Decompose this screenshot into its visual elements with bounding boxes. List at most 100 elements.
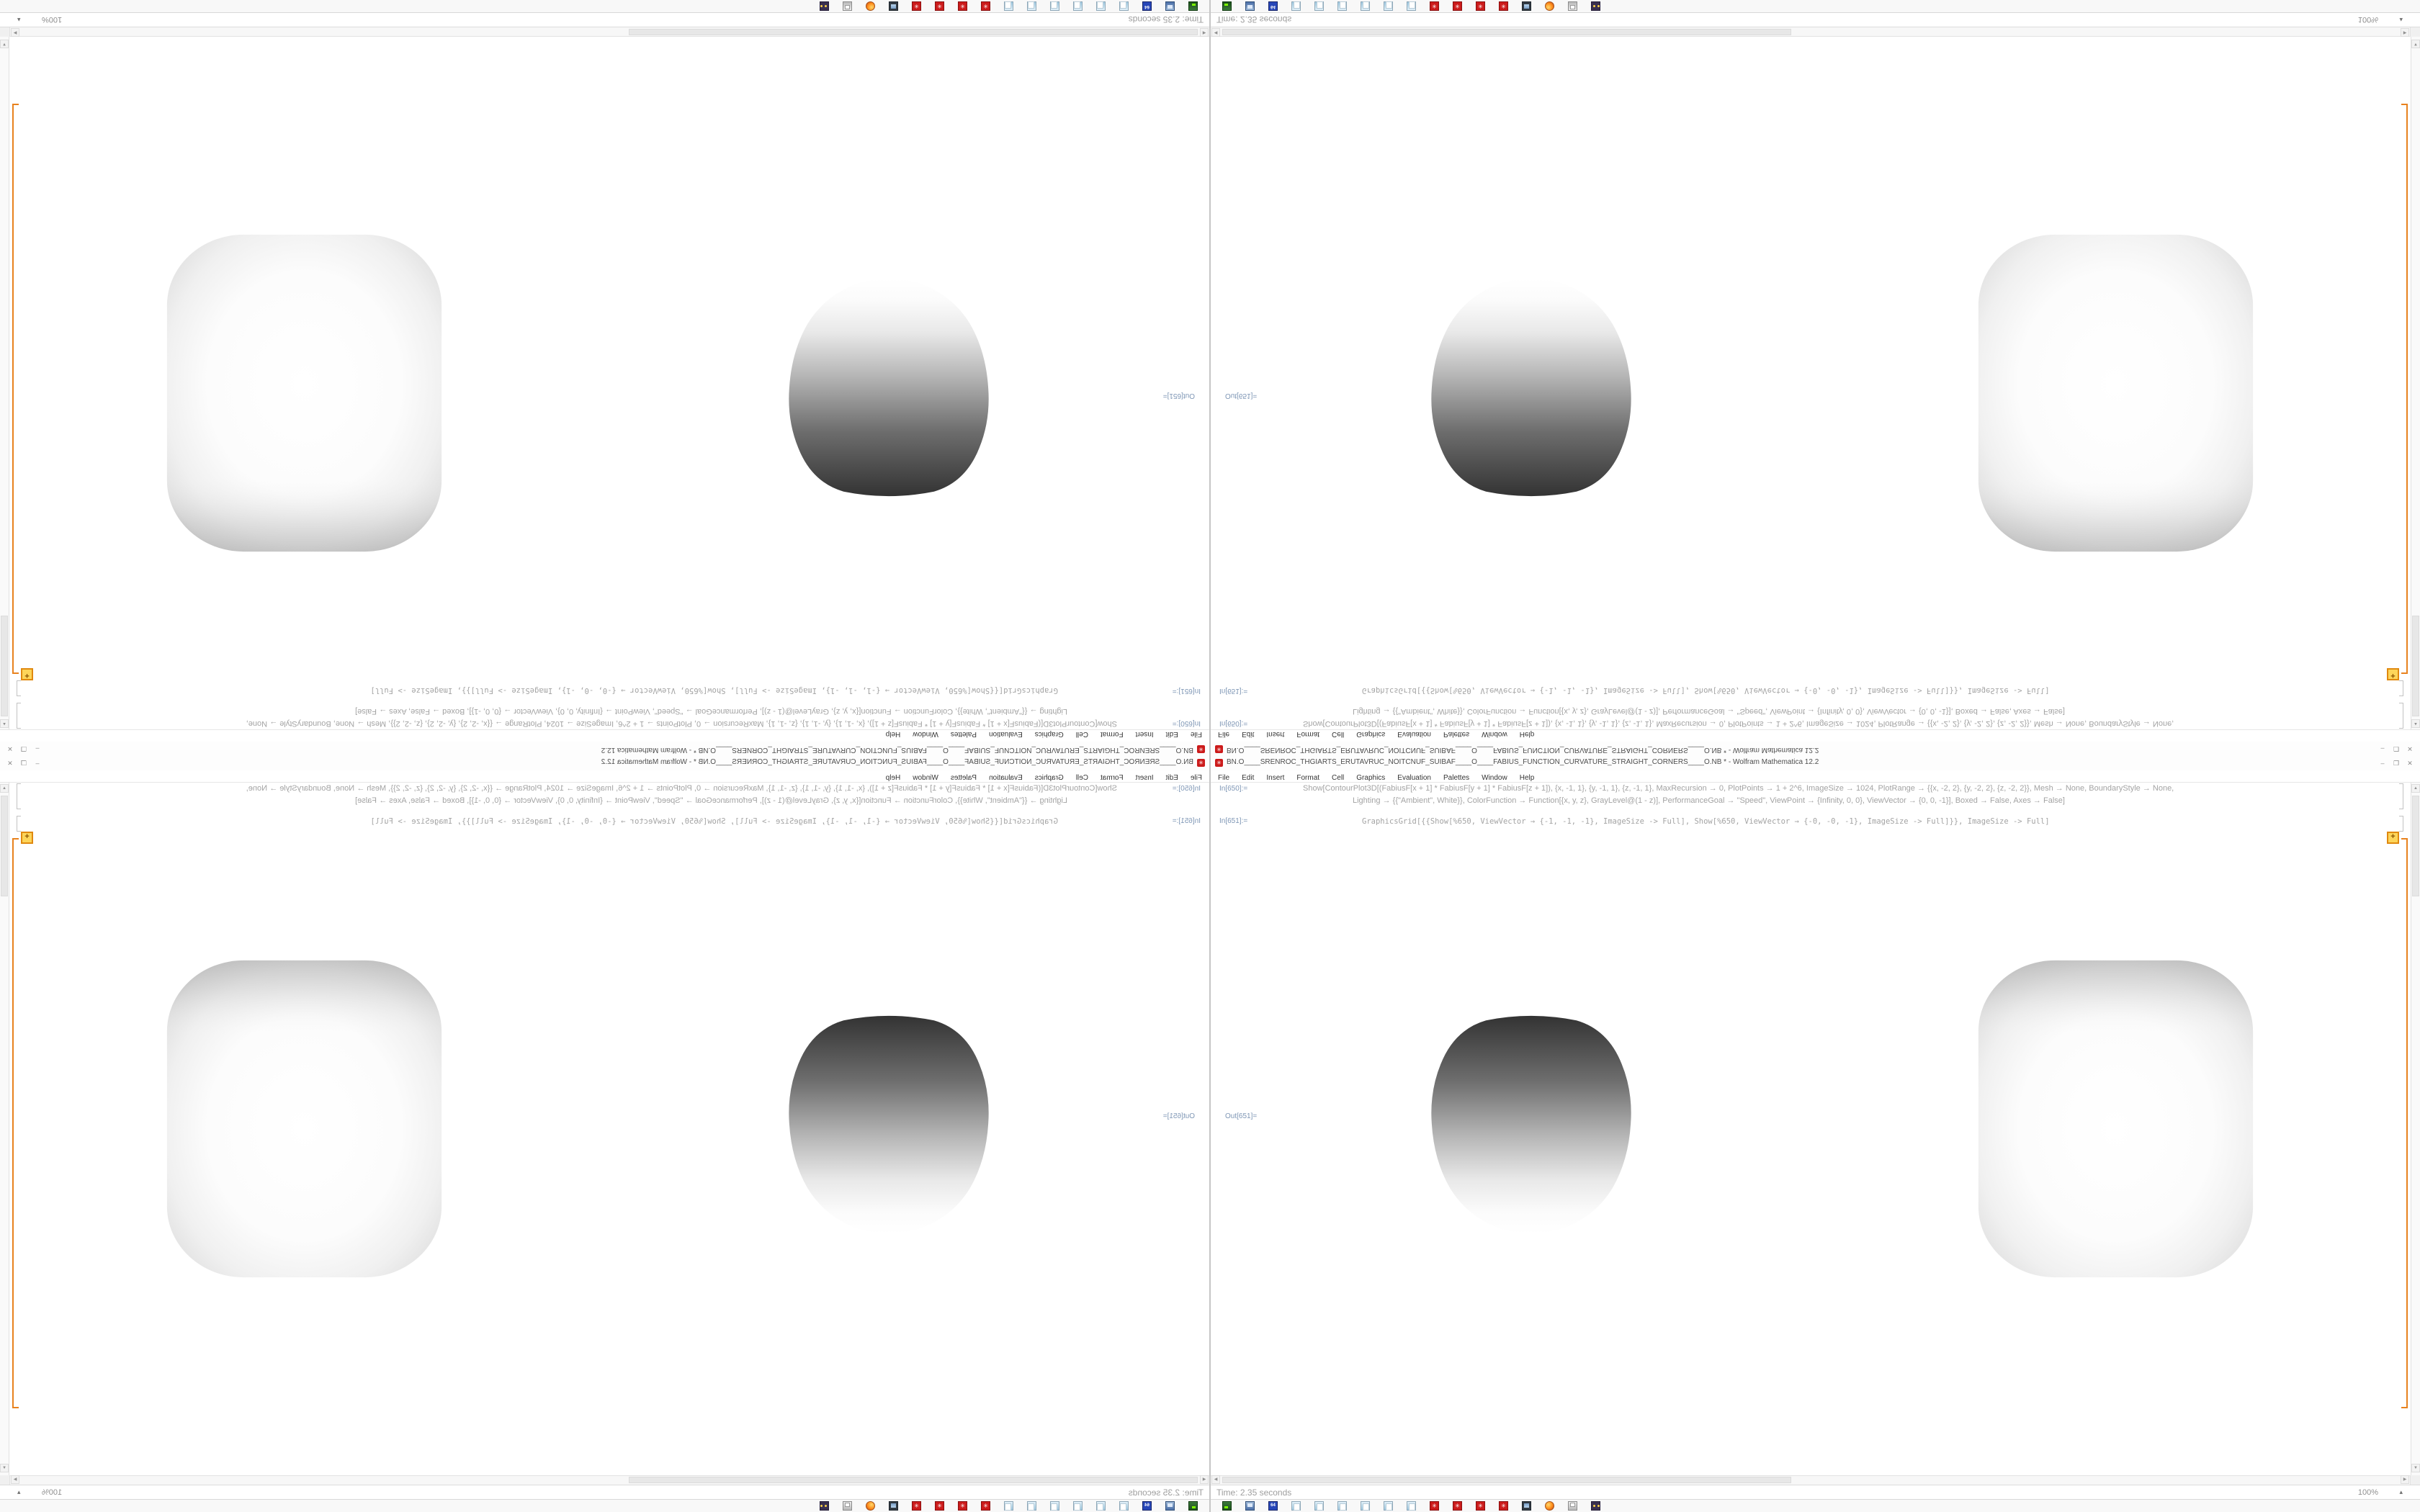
contour-plot-hexagon-blob[interactable] xyxy=(1418,271,1644,508)
input-cell-650-line2[interactable]: Lighting → {{"Ambient", White}}, ColorFu… xyxy=(355,707,1067,716)
cell-bracket-output-orange[interactable] xyxy=(2401,104,2408,674)
notepad-icon[interactable] xyxy=(1004,1,1013,11)
scroll-right-icon[interactable]: ▶ xyxy=(2401,1475,2409,1484)
menu-file[interactable]: File xyxy=(1190,730,1202,738)
owl-icon[interactable] xyxy=(1591,1,1600,11)
input-cell-651-code[interactable]: GraphicsGrid[{{Show[%650, ViewVector → {… xyxy=(370,817,1058,826)
magnification-popup-icon[interactable]: ▴ xyxy=(2399,1488,2403,1495)
menu-palettes[interactable]: Palettes xyxy=(1443,730,1470,738)
magnification-popup-icon[interactable]: ▴ xyxy=(17,17,21,24)
magnification-popup-icon[interactable]: ▴ xyxy=(17,1488,21,1495)
computer-icon[interactable] xyxy=(1165,1501,1175,1511)
insert-cell-plus-icon[interactable]: + xyxy=(2387,668,2399,680)
contour-plot-rounded-square[interactable] xyxy=(163,232,446,554)
firefox-icon[interactable] xyxy=(866,1,875,11)
restore-button[interactable]: ❐ xyxy=(20,745,27,752)
cell-bracket-in651[interactable] xyxy=(2399,816,2403,832)
cell-bracket-in650[interactable] xyxy=(2399,783,2403,809)
menu-edit[interactable]: Edit xyxy=(1242,774,1255,782)
insert-cell-plus-icon[interactable]: + xyxy=(21,668,33,680)
notepad-icon[interactable] xyxy=(1119,1501,1129,1511)
menu-format[interactable]: Format xyxy=(1296,774,1320,782)
close-button[interactable]: ✕ xyxy=(2407,745,2413,752)
owl-icon[interactable] xyxy=(1591,1501,1600,1511)
magnification-control[interactable]: 100% xyxy=(2357,15,2378,24)
cell-bracket-output-orange[interactable] xyxy=(2401,838,2408,1408)
mathematica-icon[interactable]: ✳ xyxy=(1453,1501,1462,1511)
menu-graphics[interactable]: Graphics xyxy=(1356,774,1386,782)
green-drive-icon[interactable] xyxy=(1188,1501,1198,1511)
notepad-icon[interactable] xyxy=(1004,1501,1013,1511)
notepad-icon[interactable] xyxy=(1361,1,1370,11)
minimize-button[interactable]: – xyxy=(2380,760,2385,767)
cell-bracket-in650[interactable] xyxy=(17,703,21,729)
input-cell-650-line1[interactable]: Show[ContourPlot3D[(FabiusF[x + 1] * Fab… xyxy=(1303,784,2174,793)
menu-window[interactable]: Window xyxy=(913,730,938,738)
menu-insert[interactable]: Insert xyxy=(1266,774,1285,782)
cell-bracket-output-orange[interactable] xyxy=(12,838,19,1408)
scroll-left-icon[interactable]: ◀ xyxy=(1200,28,1209,37)
vertical-scroll-thumb[interactable] xyxy=(2412,616,2419,716)
mathematica-icon[interactable]: ✳ xyxy=(1499,1501,1508,1511)
contour-plot-hexagon-blob[interactable] xyxy=(776,271,1002,508)
magnification-control[interactable]: 100% xyxy=(42,1488,63,1497)
notebook-content[interactable]: In[650]:= Show[ContourPlot3D[(FabiusF[x … xyxy=(1211,783,2420,1475)
green-drive-icon[interactable] xyxy=(1222,1,1232,11)
scroll-left-icon[interactable]: ◀ xyxy=(1211,28,1220,37)
input-cell-651-code[interactable]: GraphicsGrid[{{Show[%650, ViewVector → {… xyxy=(1362,686,2050,695)
notepad-icon[interactable] xyxy=(1291,1501,1301,1511)
cell-bracket-in650[interactable] xyxy=(17,783,21,809)
notepad-icon[interactable] xyxy=(1337,1,1347,11)
vertical-scroll-thumb[interactable] xyxy=(2412,796,2419,896)
mathematica-icon[interactable]: ✳ xyxy=(912,1501,921,1511)
menu-graphics[interactable]: Graphics xyxy=(1356,730,1386,738)
title-bar[interactable]: ✳ BN.O____SRENROC_THGIARTS_ERUTAVRUC_NOI… xyxy=(1211,741,2420,756)
computer-icon[interactable] xyxy=(1245,1,1255,11)
menu-cell[interactable]: Cell xyxy=(1332,730,1345,738)
horizontal-scroll-thumb[interactable] xyxy=(1222,1477,1791,1483)
notepad-icon[interactable] xyxy=(1314,1501,1324,1511)
mathematica-icon[interactable]: ✳ xyxy=(1430,1501,1439,1511)
scroll-up-icon[interactable]: ▲ xyxy=(2411,719,2420,728)
green-drive-icon[interactable] xyxy=(1222,1501,1232,1511)
monitor-picture-icon[interactable] xyxy=(1522,1501,1531,1511)
horizontal-scroll-thumb[interactable] xyxy=(1222,29,1791,35)
contour-plot-rounded-square[interactable] xyxy=(1974,232,2257,554)
floppy-save-icon[interactable]: 64 xyxy=(1142,1,1152,11)
mathematica-icon[interactable]: ✳ xyxy=(1476,1501,1485,1511)
computer-icon[interactable] xyxy=(1165,1,1175,11)
mathematica-icon[interactable]: ✳ xyxy=(981,1501,990,1511)
notebook-content[interactable]: In[650]:= Show[ContourPlot3D[(FabiusF[x … xyxy=(0,783,1209,1475)
firefox-icon[interactable] xyxy=(1545,1,1554,11)
notepad-icon[interactable] xyxy=(1337,1501,1347,1511)
computer-icon[interactable] xyxy=(1245,1501,1255,1511)
scroll-up-icon[interactable]: ▲ xyxy=(2411,784,2420,793)
close-button[interactable]: ✕ xyxy=(7,745,13,752)
notepad-icon[interactable] xyxy=(1407,1501,1416,1511)
horizontal-scroll-thumb[interactable] xyxy=(629,29,1198,35)
notepad-icon[interactable] xyxy=(1291,1,1301,11)
input-cell-650-line1[interactable]: Show[ContourPlot3D[(FabiusF[x + 1] * Fab… xyxy=(246,719,1117,728)
scroll-right-icon[interactable]: ▶ xyxy=(2401,28,2409,37)
minimize-button[interactable]: – xyxy=(2380,745,2385,752)
cell-bracket-in651[interactable] xyxy=(2399,680,2403,696)
contour-plot-hexagon-blob[interactable] xyxy=(1418,1004,1644,1241)
scroll-up-icon[interactable]: ▲ xyxy=(0,719,9,728)
minimize-button[interactable]: – xyxy=(35,760,40,767)
monitor-picture-icon[interactable] xyxy=(889,1501,898,1511)
floppy-save-icon[interactable]: 64 xyxy=(1268,1,1278,11)
printer-icon[interactable] xyxy=(843,1501,852,1511)
green-drive-icon[interactable] xyxy=(1188,1,1198,11)
menu-edit[interactable]: Edit xyxy=(1165,730,1178,738)
title-bar[interactable]: ✳ BN.O____SRENROC_THGIARTS_ERUTAVRUC_NOI… xyxy=(0,756,1209,771)
mathematica-icon[interactable]: ✳ xyxy=(981,1,990,11)
notepad-icon[interactable] xyxy=(1119,1,1129,11)
magnification-control[interactable]: 100% xyxy=(2357,1488,2378,1497)
menu-window[interactable]: Window xyxy=(1482,774,1507,782)
magnification-popup-icon[interactable]: ▴ xyxy=(2399,17,2403,24)
mathematica-icon[interactable]: ✳ xyxy=(1430,1,1439,11)
notepad-icon[interactable] xyxy=(1073,1,1083,11)
mathematica-icon[interactable]: ✳ xyxy=(958,1,967,11)
horizontal-scroll-thumb[interactable] xyxy=(629,1477,1198,1483)
notepad-icon[interactable] xyxy=(1384,1501,1393,1511)
